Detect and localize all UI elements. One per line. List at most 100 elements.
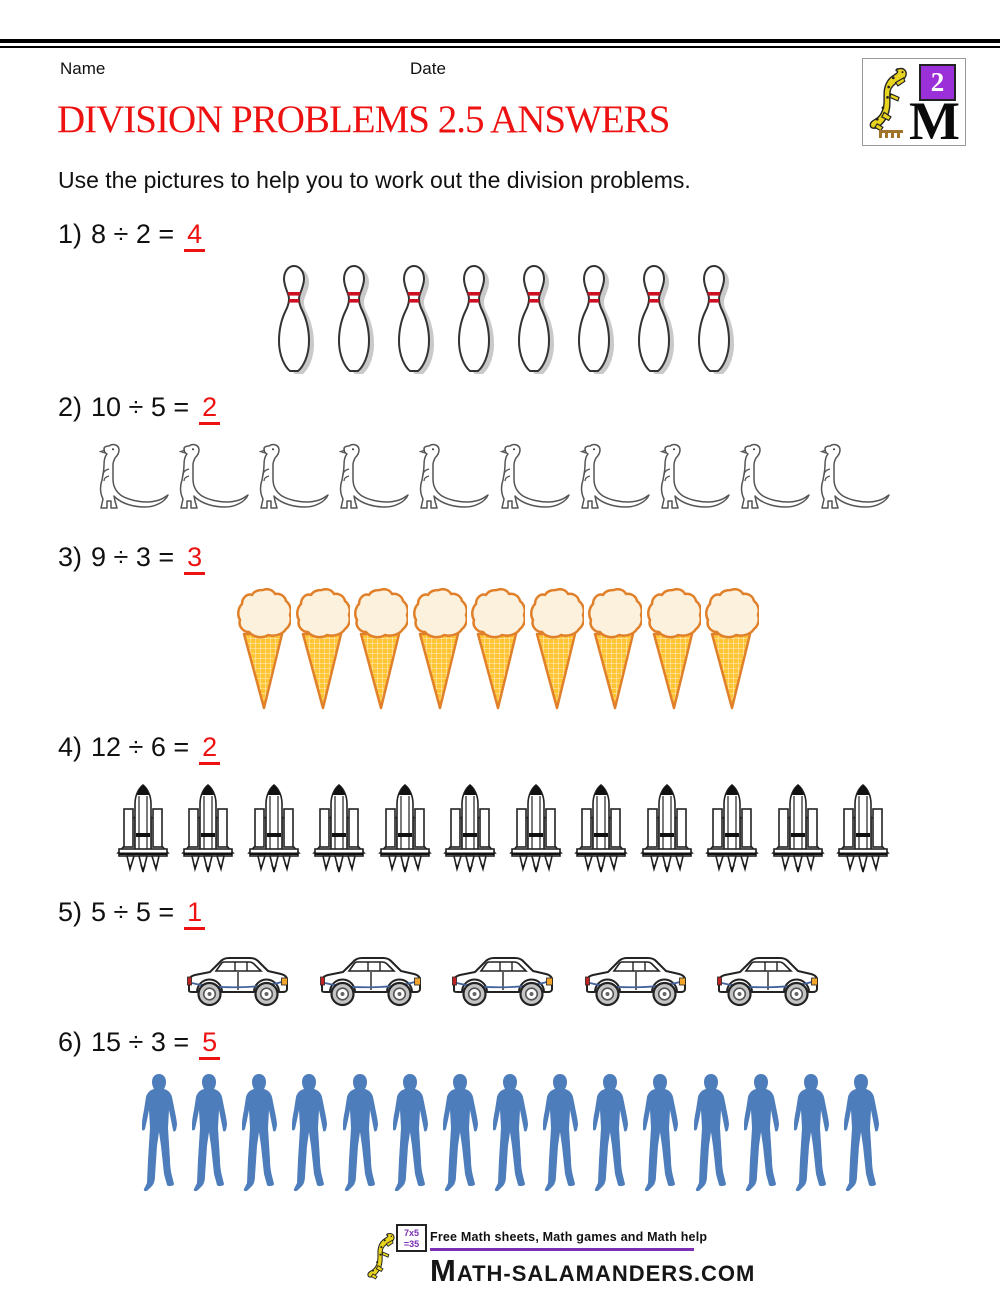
dinosaur-icon bbox=[574, 443, 650, 515]
dinosaur-icon bbox=[413, 443, 489, 515]
ice-cream-icon bbox=[411, 588, 467, 712]
person-icon bbox=[690, 1072, 732, 1194]
chalkboard-icon: 7x5 =35 bbox=[396, 1224, 427, 1252]
space-shuttle-icon bbox=[311, 783, 367, 875]
footer-purple-rule bbox=[430, 1248, 694, 1251]
problem-expression: 15 ÷ 3 = bbox=[91, 1027, 190, 1057]
person-icon bbox=[539, 1072, 581, 1194]
problem-answer: 4 bbox=[184, 219, 206, 252]
person-icon bbox=[439, 1072, 481, 1194]
person-icon bbox=[790, 1072, 832, 1194]
car-row bbox=[185, 948, 821, 1010]
footer-tagline: Free Math sheets, Math games and Math he… bbox=[430, 1230, 708, 1244]
space-shuttle-icon bbox=[442, 783, 498, 875]
ice-cream-icon bbox=[645, 588, 701, 712]
person-row bbox=[138, 1072, 882, 1194]
top-rule-thick bbox=[0, 39, 1000, 43]
problem-number: 2) bbox=[58, 392, 83, 422]
person-icon bbox=[339, 1072, 381, 1194]
car-icon bbox=[715, 948, 821, 1010]
bowling-pin-icon bbox=[513, 263, 555, 375]
ice-cream-icon bbox=[528, 588, 584, 712]
problem-expression: 9 ÷ 3 = bbox=[91, 542, 175, 572]
bowling-pin-row bbox=[273, 263, 735, 375]
footer-text-block: Free Math sheets, Math games and Math he… bbox=[430, 1222, 755, 1289]
ice-cream-row bbox=[235, 588, 759, 712]
bowling-pin-icon bbox=[393, 263, 435, 375]
car-icon bbox=[318, 948, 424, 1010]
dinosaur-row bbox=[93, 443, 890, 515]
instruction-text: Use the pictures to help you to work out… bbox=[58, 167, 691, 193]
space-shuttle-icon bbox=[377, 783, 433, 875]
bowling-pin-icon bbox=[693, 263, 735, 375]
person-icon bbox=[489, 1072, 531, 1194]
problem-3-statement: 3) 9 ÷ 3 = 3 bbox=[58, 542, 206, 575]
problem-expression: 10 ÷ 5 = bbox=[91, 392, 190, 422]
top-rule-thin bbox=[0, 46, 1000, 48]
site-name: MATH-SALAMANDERS.COM bbox=[430, 1253, 756, 1288]
chalkboard-line1: 7x5 bbox=[403, 1228, 420, 1238]
person-icon bbox=[188, 1072, 230, 1194]
dinosaur-icon bbox=[494, 443, 570, 515]
person-icon bbox=[389, 1072, 431, 1194]
logo-comb bbox=[879, 130, 903, 138]
problem-answer: 3 bbox=[184, 542, 206, 575]
problem-number: 1) bbox=[58, 219, 83, 249]
grade-badge: 2 bbox=[919, 64, 956, 101]
car-icon bbox=[450, 948, 556, 1010]
dinosaur-icon bbox=[93, 443, 169, 515]
space-shuttle-icon bbox=[770, 783, 826, 875]
chalkboard-line2: =35 bbox=[403, 1239, 420, 1250]
problem-2-statement: 2) 10 ÷ 5 = 2 bbox=[58, 392, 221, 425]
logo-m-letter: M bbox=[909, 90, 960, 151]
person-icon bbox=[288, 1072, 330, 1194]
dinosaur-icon bbox=[814, 443, 890, 515]
ice-cream-icon bbox=[586, 588, 642, 712]
problem-5-statement: 5) 5 ÷ 5 = 1 bbox=[58, 897, 206, 930]
salamander-icon bbox=[366, 1232, 400, 1284]
space-shuttle-icon bbox=[246, 783, 302, 875]
problem-number: 6) bbox=[58, 1027, 83, 1057]
ice-cream-icon bbox=[294, 588, 350, 712]
person-icon bbox=[740, 1072, 782, 1194]
salamander-icon bbox=[868, 66, 914, 138]
problem-1-statement: 1) 8 ÷ 2 = 4 bbox=[58, 219, 206, 252]
space-shuttle-icon bbox=[180, 783, 236, 875]
problem-expression: 8 ÷ 2 = bbox=[91, 219, 175, 249]
space-shuttle-row bbox=[115, 783, 891, 875]
person-icon bbox=[639, 1072, 681, 1194]
dinosaur-icon bbox=[734, 443, 810, 515]
date-label: Date bbox=[410, 59, 446, 78]
footer-logo: 7x5 =35 bbox=[366, 1222, 430, 1284]
problem-number: 4) bbox=[58, 732, 83, 762]
problem-number: 5) bbox=[58, 897, 83, 927]
bowling-pin-icon bbox=[273, 263, 315, 375]
space-shuttle-icon bbox=[573, 783, 629, 875]
dinosaur-icon bbox=[253, 443, 329, 515]
problem-expression: 5 ÷ 5 = bbox=[91, 897, 175, 927]
space-shuttle-icon bbox=[639, 783, 695, 875]
person-icon bbox=[238, 1072, 280, 1194]
space-shuttle-icon bbox=[115, 783, 171, 875]
bowling-pin-icon bbox=[573, 263, 615, 375]
name-label: Name bbox=[60, 59, 106, 78]
problem-4-statement: 4) 12 ÷ 6 = 2 bbox=[58, 732, 221, 765]
bowling-pin-icon bbox=[453, 263, 495, 375]
person-icon bbox=[589, 1072, 631, 1194]
dinosaur-icon bbox=[333, 443, 409, 515]
problem-answer: 5 bbox=[199, 1027, 221, 1060]
problem-answer: 2 bbox=[199, 392, 221, 425]
problem-expression: 12 ÷ 6 = bbox=[91, 732, 190, 762]
space-shuttle-icon bbox=[835, 783, 891, 875]
dinosaur-icon bbox=[654, 443, 730, 515]
car-icon bbox=[583, 948, 689, 1010]
ice-cream-icon bbox=[703, 588, 759, 712]
problem-6-statement: 6) 15 ÷ 3 = 5 bbox=[58, 1027, 221, 1060]
footer: 7x5 =35 Free Math sheets, Math games and… bbox=[366, 1222, 755, 1289]
problem-answer: 1 bbox=[184, 897, 206, 930]
person-icon bbox=[138, 1072, 180, 1194]
car-icon bbox=[185, 948, 291, 1010]
ice-cream-icon bbox=[352, 588, 408, 712]
page-title: DIVISION PROBLEMS 2.5 ANSWERS bbox=[57, 98, 670, 141]
problem-answer: 2 bbox=[199, 732, 221, 765]
